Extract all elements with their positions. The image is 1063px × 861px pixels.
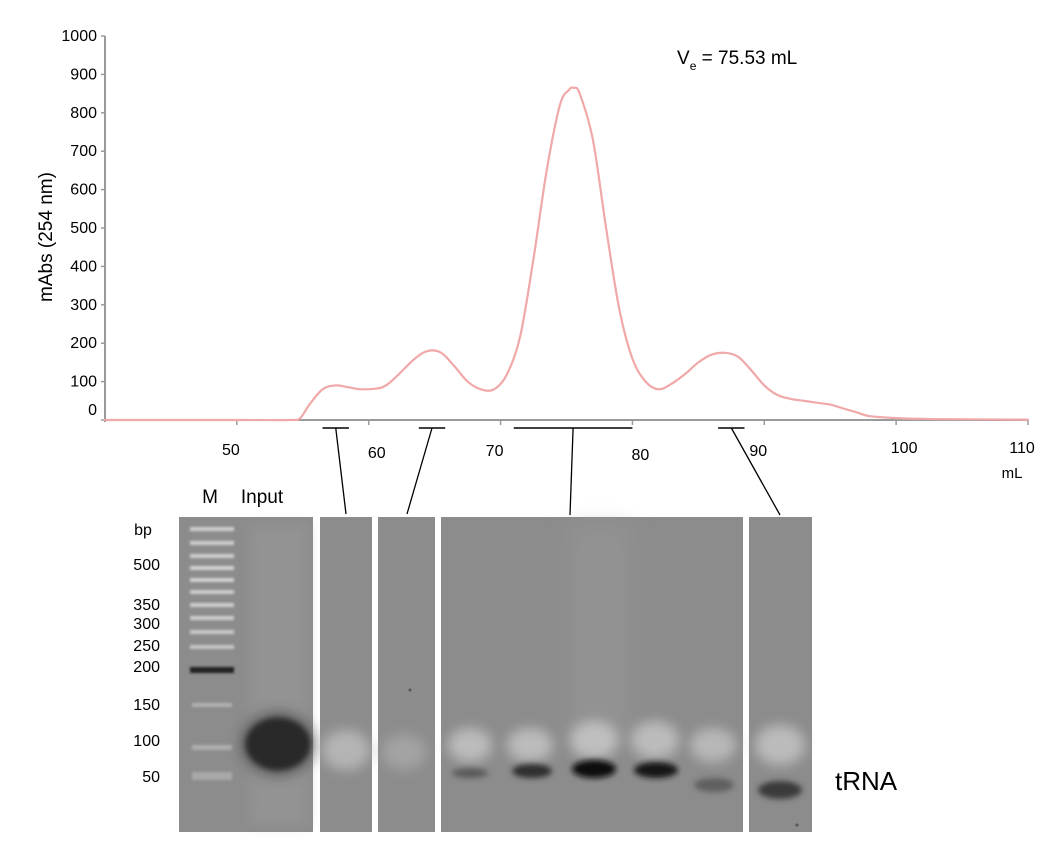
x-ticks: 50 60 70 80 90 100 110 xyxy=(222,420,1035,464)
gel-panel-marker-input xyxy=(179,517,316,832)
ladder-band-200 xyxy=(190,667,234,673)
y-tick-label: 700 xyxy=(70,143,97,160)
band-label-tRNA: tRNA xyxy=(835,766,898,796)
gel-panel-peak-fractions xyxy=(441,517,743,832)
y-ticks: 0 100 200 300 400 500 600 700 800 900 1000 xyxy=(61,28,105,421)
gel-panel-fraction-2 xyxy=(378,517,435,832)
y-tick-label: 300 xyxy=(70,297,97,314)
y-tick-label: 100 xyxy=(70,374,97,391)
marker-label: 100 xyxy=(133,733,160,750)
y-tick-label: 800 xyxy=(70,105,97,122)
y-tick-label: 0 xyxy=(88,402,97,419)
x-tick-label: 90 xyxy=(749,443,767,460)
y-axis-label: mAbs (254 nm) xyxy=(36,172,57,302)
marker-label: 150 xyxy=(133,697,160,714)
fraction-connector xyxy=(406,427,433,515)
annotation-text: = 75.53 mL xyxy=(696,48,797,69)
y-tick-label: 600 xyxy=(70,182,97,199)
fraction-connector xyxy=(730,427,781,516)
x-tick-label: 110 xyxy=(1009,440,1035,457)
y-tick-label: 900 xyxy=(70,66,97,83)
y-tick-label: 1000 xyxy=(61,28,97,45)
x-axis-label: mL xyxy=(1002,465,1023,482)
y-tick-label: 200 xyxy=(70,335,97,352)
marker-label: 300 xyxy=(133,616,160,633)
annotation-prefix: V xyxy=(677,48,690,69)
ladder-bands xyxy=(190,527,234,780)
lane-label-m: M xyxy=(202,487,218,508)
x-tick-label: 100 xyxy=(891,440,918,457)
gel-image: bp M Input 500 350 300 250 200 150 100 5… xyxy=(133,487,898,832)
absorbance-trace xyxy=(103,86,1030,422)
marker-label: 50 xyxy=(142,769,160,786)
marker-label: 500 xyxy=(133,557,160,574)
chromatogram-chart: 0 100 200 300 400 500 600 700 800 900 1000 50 60 70 8… xyxy=(36,28,1035,516)
gel-panel-fraction-4 xyxy=(749,517,812,832)
fraction-connector xyxy=(335,427,347,515)
marker-label: 200 xyxy=(133,659,160,676)
x-tick-label: 80 xyxy=(632,447,650,464)
x-tick-label: 70 xyxy=(486,443,504,460)
y-tick-label: 400 xyxy=(70,258,97,275)
gel-panel-fraction-1 xyxy=(320,517,372,832)
annotation-subscript: e xyxy=(690,59,697,73)
marker-label: 350 xyxy=(133,597,160,614)
fraction-marks xyxy=(322,427,781,516)
fraction-connector xyxy=(569,427,574,516)
y-tick-label: 500 xyxy=(70,220,97,237)
x-tick-label: 60 xyxy=(368,445,386,462)
gel-unit-label: bp xyxy=(134,522,152,539)
x-tick-label: 50 xyxy=(222,442,240,459)
lane-label-input: Input xyxy=(241,487,284,508)
marker-label: 250 xyxy=(133,638,160,655)
elution-volume-annotation: Ve = 75.53 mL xyxy=(677,48,797,73)
